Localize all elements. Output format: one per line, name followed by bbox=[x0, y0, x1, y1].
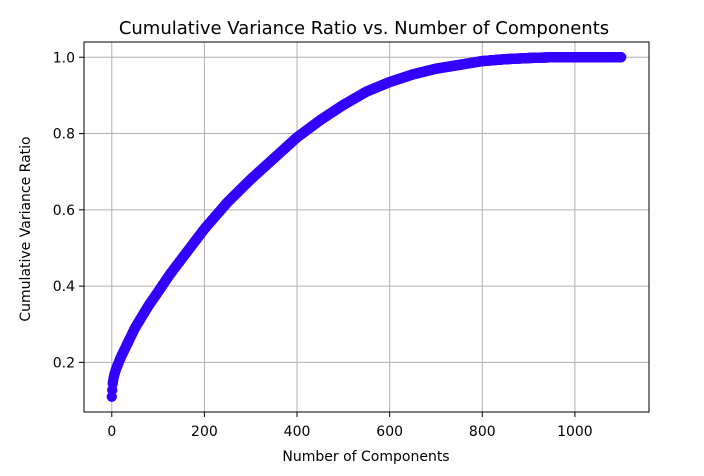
x-axis: 0 200 400 600 800 1000 bbox=[107, 412, 593, 440]
x-axis-label: Number of Components bbox=[282, 449, 449, 465]
y-tick-label: 0.4 bbox=[53, 279, 75, 295]
plot-area bbox=[84, 42, 649, 412]
x-tick-label: 400 bbox=[284, 424, 311, 440]
data-point bbox=[616, 52, 627, 63]
y-tick-label: 0.8 bbox=[53, 127, 75, 143]
plot-border bbox=[83, 41, 650, 413]
x-tick-label: 200 bbox=[191, 424, 218, 440]
data-points bbox=[106, 52, 627, 402]
x-tick-label: 800 bbox=[469, 424, 496, 440]
x-tick-label: 0 bbox=[107, 424, 116, 440]
y-tick-label: 0.6 bbox=[53, 203, 75, 219]
y-tick-label: 0.2 bbox=[53, 355, 75, 371]
chart-title: Cumulative Variance Ratio vs. Number of … bbox=[119, 18, 609, 39]
x-tick-label: 1000 bbox=[557, 424, 593, 440]
x-tick-label: 600 bbox=[376, 424, 403, 440]
y-tick-label: 1.0 bbox=[53, 50, 75, 66]
y-axis-label: Cumulative Variance Ratio bbox=[18, 136, 34, 321]
y-axis: 0.2 0.4 0.6 0.8 1.0 bbox=[53, 50, 84, 371]
